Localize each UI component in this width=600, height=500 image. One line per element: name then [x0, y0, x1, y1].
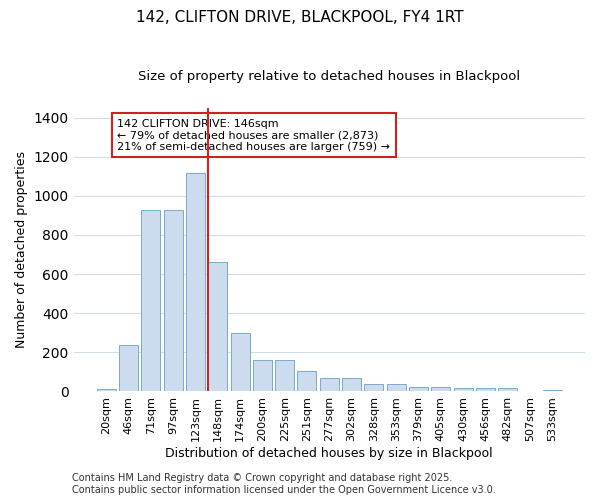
Bar	[97, 388, 116, 392]
Bar	[431, 386, 450, 392]
Bar	[476, 388, 495, 392]
Text: 142 CLIFTON DRIVE: 146sqm
← 79% of detached houses are smaller (2,873)
21% of se: 142 CLIFTON DRIVE: 146sqm ← 79% of detac…	[118, 118, 391, 152]
Bar	[119, 346, 138, 392]
Text: 142, CLIFTON DRIVE, BLACKPOOL, FY4 1RT: 142, CLIFTON DRIVE, BLACKPOOL, FY4 1RT	[136, 10, 464, 25]
X-axis label: Distribution of detached houses by size in Blackpool: Distribution of detached houses by size …	[166, 447, 493, 460]
Bar	[386, 384, 406, 392]
Y-axis label: Number of detached properties: Number of detached properties	[15, 151, 28, 348]
Bar	[409, 386, 428, 392]
Bar	[298, 371, 316, 392]
Bar	[454, 388, 473, 392]
Title: Size of property relative to detached houses in Blackpool: Size of property relative to detached ho…	[138, 70, 520, 83]
Bar	[208, 262, 227, 392]
Bar	[342, 378, 361, 392]
Text: Contains HM Land Registry data © Crown copyright and database right 2025.
Contai: Contains HM Land Registry data © Crown c…	[72, 474, 496, 495]
Bar	[498, 388, 517, 392]
Bar	[543, 390, 562, 392]
Bar	[142, 210, 160, 392]
Bar	[364, 384, 383, 392]
Bar	[320, 378, 339, 392]
Bar	[164, 210, 182, 392]
Bar	[230, 333, 250, 392]
Bar	[253, 360, 272, 392]
Bar	[186, 174, 205, 392]
Bar	[275, 360, 294, 392]
